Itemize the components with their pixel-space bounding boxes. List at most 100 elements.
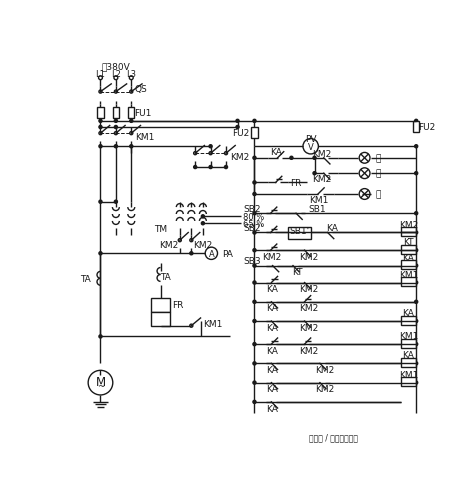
Circle shape <box>415 120 418 123</box>
Circle shape <box>415 145 418 148</box>
Circle shape <box>253 249 256 252</box>
Text: FU2: FU2 <box>233 129 250 138</box>
Bar <box>401 316 416 325</box>
Circle shape <box>253 381 256 384</box>
Bar <box>401 339 416 348</box>
Bar <box>401 278 416 287</box>
Bar <box>251 128 257 138</box>
Text: SB2': SB2' <box>244 224 264 233</box>
Circle shape <box>359 189 370 200</box>
Text: KT: KT <box>403 238 414 246</box>
Circle shape <box>130 145 133 148</box>
Bar <box>151 312 170 326</box>
Text: FR: FR <box>172 301 183 310</box>
Text: L1: L1 <box>96 70 105 79</box>
Circle shape <box>415 265 418 268</box>
Bar <box>401 358 416 368</box>
Circle shape <box>253 193 256 196</box>
Text: 绿: 绿 <box>375 154 381 163</box>
Circle shape <box>253 301 256 304</box>
Circle shape <box>201 215 204 218</box>
Bar <box>401 377 416 387</box>
Text: TA: TA <box>81 275 91 284</box>
Text: KA: KA <box>270 148 282 157</box>
Circle shape <box>130 91 133 94</box>
Text: KM2: KM2 <box>313 175 332 184</box>
Text: KM2: KM2 <box>263 253 282 262</box>
Text: KM1: KM1 <box>309 195 328 204</box>
Text: KA: KA <box>402 253 414 262</box>
Circle shape <box>178 239 182 242</box>
Circle shape <box>253 362 256 365</box>
Circle shape <box>253 401 256 404</box>
Circle shape <box>359 153 370 164</box>
Text: V: V <box>308 142 314 151</box>
Text: SB2: SB2 <box>243 205 261 214</box>
Text: KA: KA <box>266 285 278 294</box>
Circle shape <box>114 145 118 148</box>
Circle shape <box>114 77 118 81</box>
Circle shape <box>190 325 193 328</box>
Circle shape <box>253 120 256 123</box>
Circle shape <box>225 166 228 169</box>
Text: L2: L2 <box>111 70 121 79</box>
Circle shape <box>205 247 218 260</box>
Circle shape <box>99 77 102 81</box>
Text: SB1: SB1 <box>309 205 326 214</box>
Bar <box>401 227 416 237</box>
Circle shape <box>253 231 256 234</box>
Circle shape <box>99 335 102 338</box>
Circle shape <box>253 181 256 184</box>
Circle shape <box>236 120 239 123</box>
Text: KA: KA <box>266 385 278 393</box>
Text: 黄: 黄 <box>375 169 381 178</box>
Circle shape <box>201 222 204 225</box>
Bar <box>401 245 416 255</box>
Circle shape <box>209 166 212 169</box>
Circle shape <box>253 343 256 346</box>
Text: 80 %: 80 % <box>243 212 264 221</box>
Text: ～380V: ～380V <box>101 62 130 71</box>
Text: KM2: KM2 <box>300 285 319 294</box>
Circle shape <box>129 77 133 81</box>
Text: A: A <box>209 249 214 258</box>
Circle shape <box>253 265 256 268</box>
Text: TM: TM <box>154 224 167 233</box>
Text: ~: ~ <box>97 381 104 390</box>
Text: PA: PA <box>222 249 233 258</box>
Circle shape <box>99 252 102 256</box>
Circle shape <box>415 212 418 215</box>
Bar <box>151 298 170 312</box>
Circle shape <box>99 91 102 94</box>
Bar <box>401 261 416 270</box>
Text: KM2: KM2 <box>193 240 212 249</box>
Text: TA: TA <box>161 273 171 282</box>
Circle shape <box>225 152 228 155</box>
Circle shape <box>415 282 418 285</box>
Circle shape <box>415 249 418 252</box>
Circle shape <box>114 91 118 94</box>
Circle shape <box>415 381 418 384</box>
Circle shape <box>415 172 418 175</box>
Circle shape <box>253 157 256 160</box>
Text: KM2: KM2 <box>159 240 178 249</box>
Circle shape <box>130 120 133 123</box>
Circle shape <box>209 145 212 148</box>
Circle shape <box>114 132 118 135</box>
Circle shape <box>99 132 102 135</box>
Text: FU1: FU1 <box>134 109 152 118</box>
Text: KM2: KM2 <box>230 152 249 161</box>
Text: 65 %: 65 % <box>243 219 264 228</box>
Text: KA: KA <box>266 346 278 355</box>
Text: KA: KA <box>326 224 338 233</box>
Text: KM2: KM2 <box>315 385 334 393</box>
Text: M: M <box>95 375 106 388</box>
Circle shape <box>99 120 102 123</box>
Circle shape <box>130 132 133 135</box>
Circle shape <box>290 157 293 160</box>
Circle shape <box>99 145 102 148</box>
Circle shape <box>313 157 316 160</box>
Circle shape <box>253 212 256 215</box>
Bar <box>288 227 310 239</box>
Text: KA: KA <box>402 309 414 318</box>
